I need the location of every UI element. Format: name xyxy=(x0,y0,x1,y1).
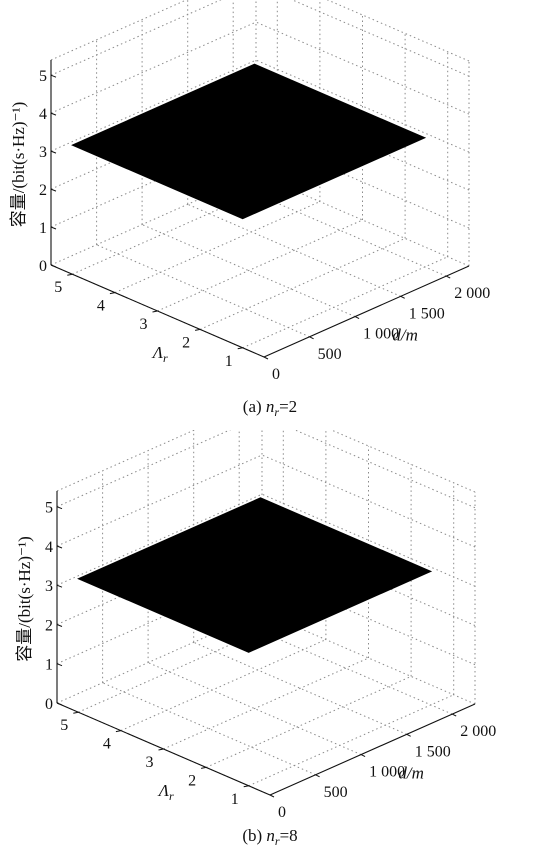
z-tick xyxy=(57,625,62,627)
grid-line xyxy=(57,430,262,507)
z-tick-label: 3 xyxy=(39,144,47,161)
x-tick-label: 2 000 xyxy=(460,723,496,740)
y-tick xyxy=(238,348,243,349)
y-tick-label: 4 xyxy=(97,298,105,315)
x-tick-label: 500 xyxy=(324,784,348,801)
y-tick xyxy=(110,293,115,294)
grid-line xyxy=(206,676,411,767)
x-tick-label: 500 xyxy=(318,346,342,363)
caption-prefix: (b) xyxy=(242,826,266,845)
y-tick-label: 5 xyxy=(54,279,62,296)
x-tick-label: 1 500 xyxy=(415,743,451,760)
y-tick xyxy=(159,749,164,750)
panel-caption: (a) nr=2 xyxy=(243,397,297,419)
y-tick xyxy=(116,731,121,732)
z-tick xyxy=(51,75,56,77)
caption-prefix: (a) xyxy=(243,397,266,416)
z-tick xyxy=(57,664,62,666)
z-tick xyxy=(51,227,56,229)
x-tick-label: 1 500 xyxy=(409,305,445,322)
x-tick-label: 2 000 xyxy=(454,285,490,302)
z-tick-label: 1 xyxy=(45,657,53,674)
z-tick xyxy=(51,265,56,267)
grid-line xyxy=(121,640,326,731)
grid-line xyxy=(164,658,369,749)
y-tick-label: 2 xyxy=(182,334,190,351)
z-tick xyxy=(57,546,62,548)
y-tick xyxy=(195,329,200,330)
y-tick-label: 3 xyxy=(140,316,148,333)
z-tick-label: 4 xyxy=(45,539,53,556)
caption-value: =2 xyxy=(279,397,297,416)
z-tick-label: 5 xyxy=(45,500,53,517)
box-edge xyxy=(51,0,256,60)
z-tick-label: 5 xyxy=(39,68,47,85)
grid-line xyxy=(256,0,469,76)
x-tick-label: 0 xyxy=(278,804,286,821)
panel-caption: (b) nr=8 xyxy=(242,826,297,848)
y-tick-label: 1 xyxy=(225,353,233,370)
grid-line xyxy=(200,238,405,329)
x-axis-label: d/m xyxy=(398,764,424,783)
x-tick xyxy=(316,775,320,777)
y-tick xyxy=(244,786,249,787)
z-tick-label: 1 xyxy=(39,220,47,237)
y-tick xyxy=(201,767,206,768)
y-axis-label-sub: r xyxy=(163,351,168,365)
z-tick xyxy=(57,585,62,587)
surface xyxy=(72,64,425,219)
z-tick xyxy=(51,189,56,191)
caption-var: n xyxy=(266,397,275,416)
z-tick xyxy=(51,113,56,115)
y-tick xyxy=(67,274,72,275)
y-tick-label: 2 xyxy=(188,772,196,789)
y-tick xyxy=(153,311,158,312)
x-tick xyxy=(361,755,365,757)
y-tick-label: 5 xyxy=(60,717,68,734)
box-edge xyxy=(262,430,475,492)
z-tick-label: 0 xyxy=(45,696,53,713)
z-tick-label: 2 xyxy=(39,182,47,199)
x-tick xyxy=(407,734,411,736)
x-tick xyxy=(264,357,268,359)
y-tick-label: 1 xyxy=(231,791,239,808)
grid-line xyxy=(51,0,256,75)
x-tick-label: 0 xyxy=(272,366,280,383)
surface xyxy=(78,498,431,653)
x-tick xyxy=(270,795,274,797)
y-tick xyxy=(73,712,78,713)
caption-value: =8 xyxy=(280,826,298,845)
x-tick xyxy=(446,276,450,278)
y-tick-label: 3 xyxy=(146,754,154,771)
y-axis-label: Λr xyxy=(157,781,174,803)
z-axis-label: 容量/(bit(s·Hz)⁻¹) xyxy=(15,536,34,661)
z-axis-label: 容量/(bit(s·Hz)⁻¹) xyxy=(9,102,28,227)
z-tick xyxy=(57,507,62,509)
x-tick xyxy=(355,317,359,319)
box-edge xyxy=(57,430,262,491)
z-tick-label: 3 xyxy=(45,578,53,595)
grid-line xyxy=(158,220,363,311)
z-tick xyxy=(57,703,62,705)
chart-panel-a: 0 500 1 000 1 500 2 000 1 2 3 4 5 0 1 2 3 4 5 容量/(bit(s·… xyxy=(0,0,541,430)
z-tick-label: 0 xyxy=(39,258,47,275)
z-tick-label: 2 xyxy=(45,618,53,635)
z-tick-label: 4 xyxy=(39,106,47,123)
x-tick xyxy=(401,296,405,298)
x-tick xyxy=(310,337,314,339)
y-axis-label-sub: r xyxy=(169,789,174,803)
grid-line xyxy=(115,202,320,293)
y-axis-label: Λr xyxy=(151,343,168,365)
caption-var: n xyxy=(266,826,275,845)
x-tick xyxy=(452,714,456,716)
z-tick xyxy=(51,151,56,153)
chart-panel-b: 0 500 1 000 1 500 2 000 1 2 3 4 5 0 1 2 3 4 5 容量/(bit(s·… xyxy=(0,430,541,855)
y-tick-label: 4 xyxy=(103,736,111,753)
x-axis-label: d/m xyxy=(392,326,418,345)
